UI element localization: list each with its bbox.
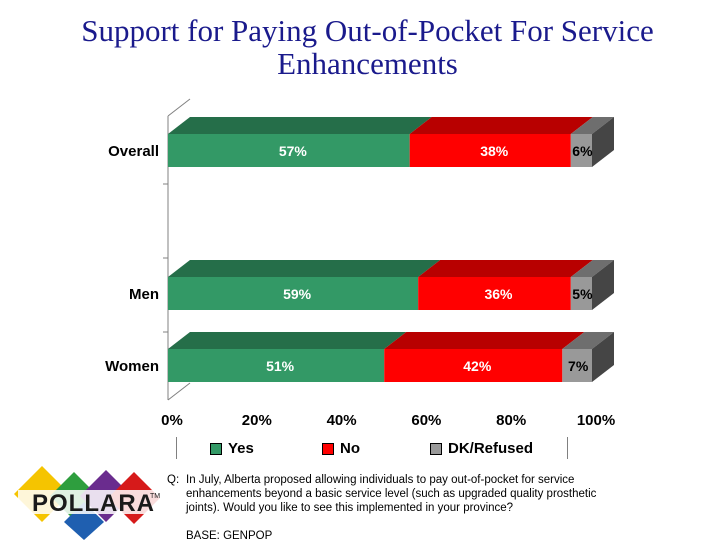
question-prefix: Q: [167,474,180,486]
legend-item-no: No [322,440,360,457]
stacked-bar-chart: 57% 38% 6% Overall 59% 36% 5% Men 51% 42% 7% Women 0… [105,98,615,429]
category-label-men: Men [129,286,159,303]
legend-item-dk-refused: DK/Refused [430,440,533,457]
x-tick-label: 0% [161,412,183,429]
legend-label-no: No [340,440,360,457]
bar-women-no [384,349,563,382]
data-label-women-no: 42% [463,358,492,374]
x-tick-label: 40% [327,412,357,429]
category-label-overall: Overall [108,143,159,160]
bar-side-men-dk-refused [592,260,614,310]
bar-side-overall-dk-refused [592,117,614,167]
legend-label-yes: Yes [228,440,254,457]
legend-left-divider [176,437,177,459]
x-tick-label: 100% [577,412,615,429]
category-label-women: Women [105,358,159,375]
x-tick-label: 60% [411,412,441,429]
bar-top-overall-no [409,117,593,134]
data-label-women-dk-refused: 7% [568,358,589,374]
y-axis-depth-bottom [167,382,191,401]
legend: Yes No DK/Refused [176,437,568,459]
data-label-men-dk-refused: 5% [572,286,593,302]
chart-title: Support for Paying Out-of-Pocket For Ser… [81,13,654,81]
data-label-overall-yes: 57% [279,143,308,159]
data-label-men-yes: 59% [283,286,312,302]
logo-wordmark: POLLARA [32,490,155,517]
pollara-logo: POLLARA TM [14,466,160,540]
bar-men-dk-refused [570,277,592,310]
x-tick-label: 20% [242,412,272,429]
legend-right-divider [567,437,568,459]
logo-trademark: TM [150,493,160,500]
bar-women-yes [168,349,385,382]
bar-overall-yes [168,134,410,167]
bar-top-overall-yes [168,117,432,134]
bar-side-women-dk-refused [592,332,614,382]
legend-swatch-no [322,442,334,455]
bar-women-dk-refused [562,349,592,382]
legend-label-dk-refused: DK/Refused [448,440,534,457]
data-label-overall-no: 38% [480,143,509,159]
legend-swatch-yes [210,442,222,455]
bar-top-men-yes [168,260,441,277]
bar-top-women-no [384,332,585,349]
bar-top-men-no [418,260,593,277]
question-text: In July, Alberta proposed allowing indiv… [186,474,597,514]
bar-top-men-dk-refused [570,260,614,277]
bar-top-overall-dk-refused [570,117,614,134]
data-label-overall-dk-refused: 6% [572,143,593,159]
bar-men-yes [168,277,419,310]
legend-item-yes: Yes [210,440,254,457]
logo-band [18,490,160,514]
data-label-men-no: 36% [484,286,513,302]
bar-men-no [418,277,571,310]
logo-diamond-blue [64,502,104,540]
bar-top-women-dk-refused [562,332,614,349]
legend-swatch-dk-refused [430,442,442,455]
bar-top-women-yes [168,332,407,349]
bar-overall-dk-refused [570,134,592,167]
data-label-women-yes: 51% [266,358,295,374]
x-tick-label: 80% [496,412,526,429]
y-axis-depth-top [167,98,191,117]
bar-overall-no [409,134,571,167]
question-base: BASE: GENPOP [186,530,273,542]
